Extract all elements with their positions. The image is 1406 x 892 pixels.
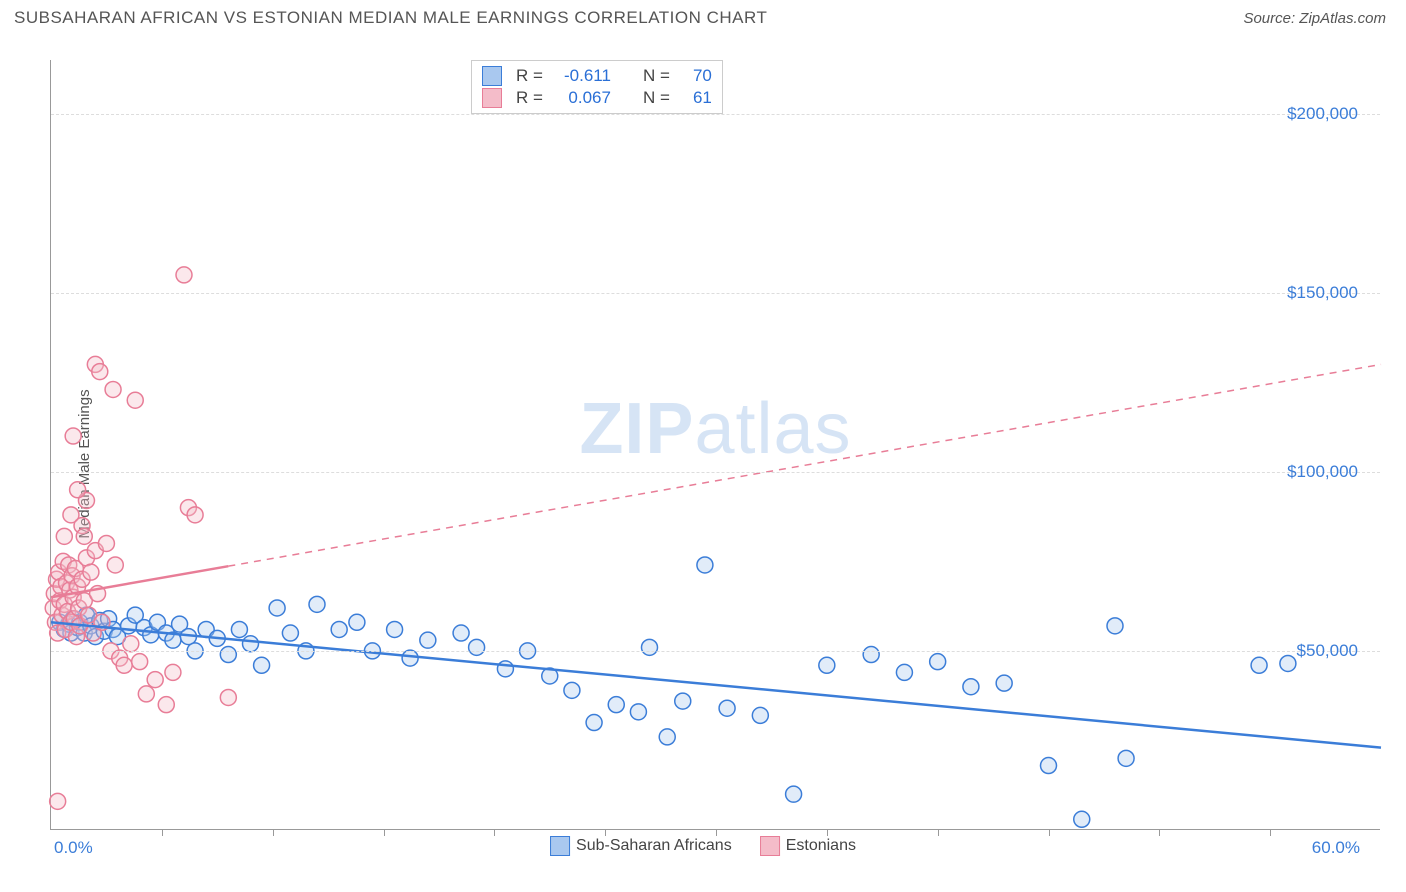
data-point [254,657,270,673]
data-point [65,428,81,444]
chart-title: SUBSAHARAN AFRICAN VS ESTONIAN MEDIAN MA… [14,8,767,28]
data-point [453,625,469,641]
data-point [105,381,121,397]
data-point [1251,657,1267,673]
x-tick [273,829,274,836]
x-tick [1270,829,1271,836]
x-tick [384,829,385,836]
data-point [819,657,835,673]
data-point [132,654,148,670]
legend-swatch [760,836,780,856]
data-point [469,639,485,655]
data-point [98,535,114,551]
x-tick [1159,829,1160,836]
x-tick [827,829,828,836]
data-point [1107,618,1123,634]
chart-container: Median Male Earnings ZIPatlas R =-0.611N… [0,36,1406,892]
scatter-plot: ZIPatlas R =-0.611N =70R =0.067N =61 $50… [50,60,1380,830]
data-point [138,686,154,702]
x-tick [162,829,163,836]
data-point [309,596,325,612]
data-point [564,682,580,698]
grid-line [51,114,1380,115]
data-point [187,507,203,523]
data-point [420,632,436,648]
data-point [123,636,139,652]
data-point [147,672,163,688]
data-point [642,639,658,655]
x-tick [1049,829,1050,836]
data-point [70,482,86,498]
data-point [1280,655,1296,671]
y-tick-label: $150,000 [1287,283,1358,303]
x-axis-max-label: 60.0% [1312,838,1360,858]
grid-line [51,472,1380,473]
data-point [586,715,602,731]
data-point [402,650,418,666]
data-point [963,679,979,695]
data-point [863,647,879,663]
data-point [76,528,92,544]
grid-line [51,293,1380,294]
data-point [50,793,66,809]
legend-item: Estonians [760,836,856,856]
data-point [63,507,79,523]
data-point [996,675,1012,691]
x-tick [938,829,939,836]
data-point [269,600,285,616]
data-point [220,647,236,663]
data-point [659,729,675,745]
data-point [176,267,192,283]
x-tick [605,829,606,836]
data-point [675,693,691,709]
data-point [387,621,403,637]
data-point [331,621,347,637]
data-point [243,636,259,652]
y-tick-label: $100,000 [1287,462,1358,482]
data-point [930,654,946,670]
data-point [719,700,735,716]
data-point [752,707,768,723]
grid-line [51,651,1380,652]
data-point [158,697,174,713]
trend-line [51,622,1381,747]
data-point [1118,750,1134,766]
source-label: Source: ZipAtlas.com [1243,10,1386,27]
series-legend: Sub-Saharan Africans Estonians [550,836,856,856]
data-point [231,621,247,637]
legend-item: Sub-Saharan Africans [550,836,732,856]
data-point [220,689,236,705]
data-point [349,614,365,630]
data-point [56,528,72,544]
legend-label: Sub-Saharan Africans [576,837,732,854]
data-point [83,564,99,580]
x-tick [494,829,495,836]
y-tick-label: $200,000 [1287,104,1358,124]
data-point [165,664,181,680]
data-point [896,664,912,680]
data-point [786,786,802,802]
x-axis-min-label: 0.0% [54,838,93,858]
data-point [1074,811,1090,827]
data-point [497,661,513,677]
data-point [127,392,143,408]
data-point [92,364,108,380]
data-point [630,704,646,720]
y-tick-label: $50,000 [1297,641,1358,661]
trend-line-extrapolated [228,364,1381,566]
data-point [608,697,624,713]
legend-label: Estonians [786,837,856,854]
data-point [282,625,298,641]
x-tick [716,829,717,836]
plot-svg [51,60,1380,829]
legend-swatch [550,836,570,856]
data-point [107,557,123,573]
data-point [116,657,132,673]
data-point [1041,758,1057,774]
data-point [697,557,713,573]
